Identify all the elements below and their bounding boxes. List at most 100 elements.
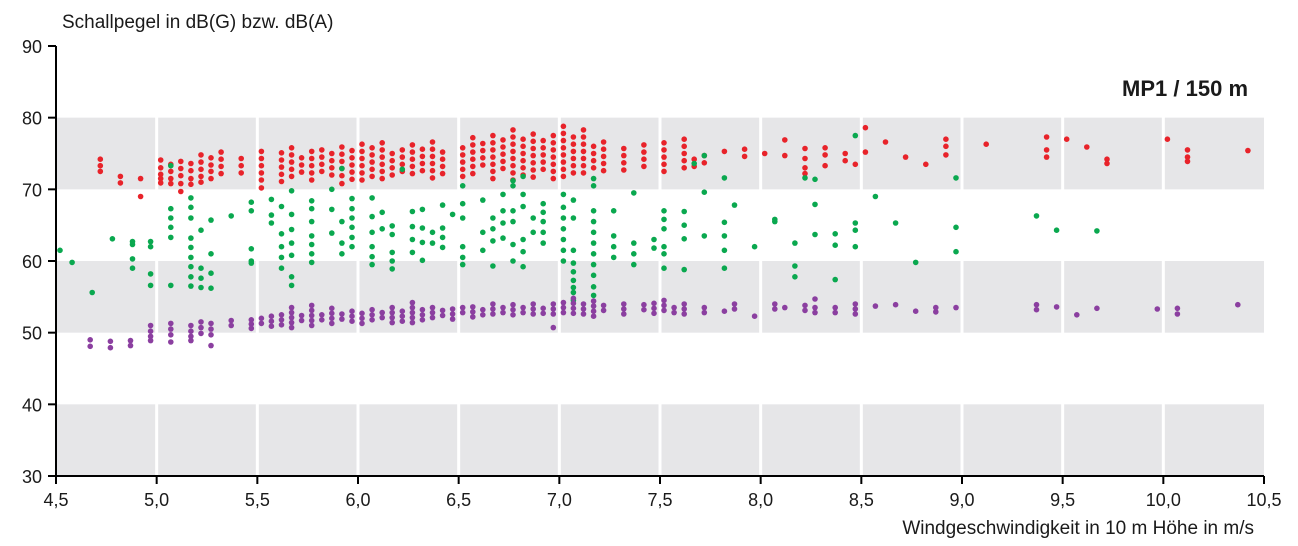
point-red bbox=[550, 147, 557, 153]
point-green bbox=[329, 230, 335, 236]
point-red bbox=[459, 145, 466, 151]
point-green bbox=[590, 229, 597, 236]
point-green bbox=[570, 197, 577, 203]
point-purple bbox=[731, 301, 738, 307]
point-red bbox=[399, 154, 406, 160]
point-red bbox=[621, 152, 627, 159]
point-red bbox=[188, 175, 194, 182]
point-green bbox=[751, 243, 758, 250]
point-green bbox=[109, 236, 116, 242]
point-red bbox=[308, 155, 315, 162]
point-red bbox=[590, 165, 597, 171]
point-purple bbox=[349, 318, 355, 325]
point-red bbox=[218, 163, 224, 170]
point-red bbox=[379, 147, 386, 153]
point-purple bbox=[359, 310, 365, 317]
point-red bbox=[188, 181, 194, 188]
point-green bbox=[510, 208, 516, 214]
point-purple bbox=[681, 301, 687, 307]
x-tick-label: 10,5 bbox=[1246, 490, 1281, 510]
point-green bbox=[308, 198, 315, 204]
point-red bbox=[319, 147, 325, 153]
point-green bbox=[339, 165, 345, 172]
point-red bbox=[822, 145, 828, 151]
point-green bbox=[188, 215, 194, 221]
point-red bbox=[1164, 136, 1171, 142]
point-red bbox=[459, 166, 466, 173]
point-red bbox=[349, 147, 355, 154]
point-red bbox=[520, 136, 526, 142]
point-green bbox=[389, 231, 396, 238]
point-red bbox=[198, 179, 204, 185]
point-red bbox=[308, 162, 315, 169]
point-red bbox=[782, 137, 788, 143]
point-red bbox=[369, 166, 375, 173]
point-red bbox=[510, 155, 516, 162]
point-purple bbox=[147, 322, 154, 329]
point-green bbox=[248, 246, 255, 252]
point-red bbox=[560, 137, 567, 144]
point-red bbox=[97, 162, 104, 169]
point-green bbox=[872, 193, 879, 200]
point-green bbox=[540, 218, 546, 225]
point-purple bbox=[419, 317, 426, 323]
point-green bbox=[308, 205, 315, 212]
point-red bbox=[802, 155, 808, 162]
point-purple bbox=[600, 302, 607, 309]
point-green bbox=[278, 231, 285, 237]
point-green bbox=[208, 270, 214, 277]
point-green bbox=[520, 248, 526, 255]
point-green bbox=[379, 226, 386, 232]
point-purple bbox=[470, 314, 476, 320]
point-purple bbox=[530, 311, 536, 317]
point-green bbox=[661, 243, 667, 250]
point-red bbox=[510, 170, 516, 176]
point-red bbox=[278, 171, 285, 178]
point-green bbox=[208, 251, 214, 257]
point-red bbox=[852, 161, 859, 168]
point-green bbox=[288, 240, 295, 246]
point-red bbox=[258, 170, 265, 176]
point-red bbox=[590, 150, 597, 157]
point-purple bbox=[298, 317, 305, 324]
point-red bbox=[661, 154, 667, 160]
point-purple bbox=[641, 306, 647, 313]
point-purple bbox=[308, 322, 315, 329]
point-purple bbox=[107, 344, 114, 351]
point-purple bbox=[550, 324, 557, 331]
point-red bbox=[621, 167, 627, 173]
point-purple bbox=[570, 310, 577, 317]
point-purple bbox=[449, 311, 456, 317]
point-green bbox=[610, 243, 617, 250]
point-green bbox=[661, 265, 667, 272]
point-red bbox=[520, 165, 526, 171]
point-purple bbox=[1174, 311, 1181, 317]
point-red bbox=[822, 152, 828, 158]
point-purple bbox=[389, 319, 396, 326]
point-purple bbox=[1094, 305, 1100, 312]
point-red bbox=[157, 175, 164, 182]
point-red bbox=[530, 131, 536, 137]
point-red bbox=[761, 150, 768, 157]
point-red bbox=[490, 147, 496, 153]
point-red bbox=[178, 180, 184, 187]
x-tick-label: 8,0 bbox=[748, 490, 773, 510]
point-purple bbox=[912, 308, 919, 315]
point-purple bbox=[208, 342, 214, 349]
point-red bbox=[470, 142, 476, 148]
point-green bbox=[208, 285, 214, 292]
point-red bbox=[943, 152, 949, 158]
point-red bbox=[409, 156, 416, 162]
point-green bbox=[510, 258, 516, 264]
point-purple bbox=[258, 315, 265, 322]
point-green bbox=[188, 235, 194, 241]
point-purple bbox=[288, 319, 295, 326]
point-purple bbox=[389, 314, 396, 321]
point-purple bbox=[248, 325, 255, 332]
point-green bbox=[1053, 227, 1060, 233]
point-purple bbox=[459, 309, 466, 316]
point-purple bbox=[339, 311, 345, 317]
point-green bbox=[832, 231, 838, 237]
point-red bbox=[329, 172, 335, 178]
point-green bbox=[721, 265, 728, 272]
